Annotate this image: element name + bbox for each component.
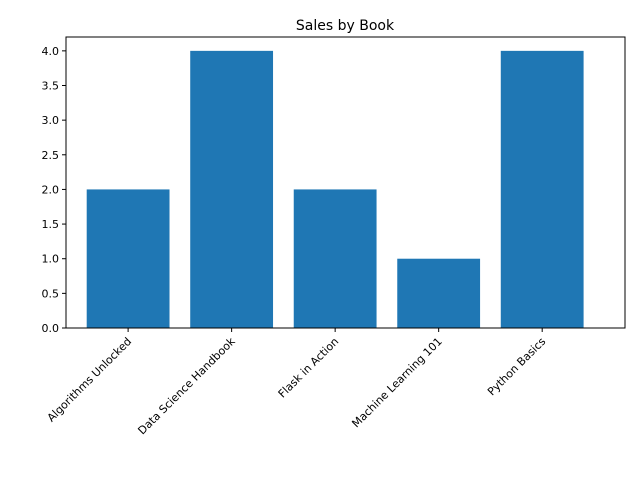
x-tick-label: Machine Learning 101 [349,335,444,430]
y-tick-label: 4.0 [42,45,60,58]
y-tick-label: 3.5 [42,80,60,93]
x-tick-label: Algorithms Unlocked [45,335,135,425]
y-tick-label: 1.0 [42,253,60,266]
y-tick-label: 3.0 [42,114,60,127]
y-tick-label: 0.0 [42,322,60,335]
x-tick-label: Flask in Action [276,335,342,401]
y-tick-label: 2.0 [42,183,60,196]
x-tick-label: Data Science Handbook [135,334,238,437]
bar [190,50,274,328]
y-tick-label: 1.5 [42,218,60,231]
chart-title: Sales by Book [296,18,395,34]
bar [397,258,481,328]
y-tick-label: 2.5 [42,149,60,162]
x-tick-label: Python Basics [485,335,548,398]
bar [500,50,584,328]
bar [293,189,377,328]
y-tick-label: 0.5 [42,287,60,300]
plot-frame [65,36,626,329]
bar [86,189,170,328]
